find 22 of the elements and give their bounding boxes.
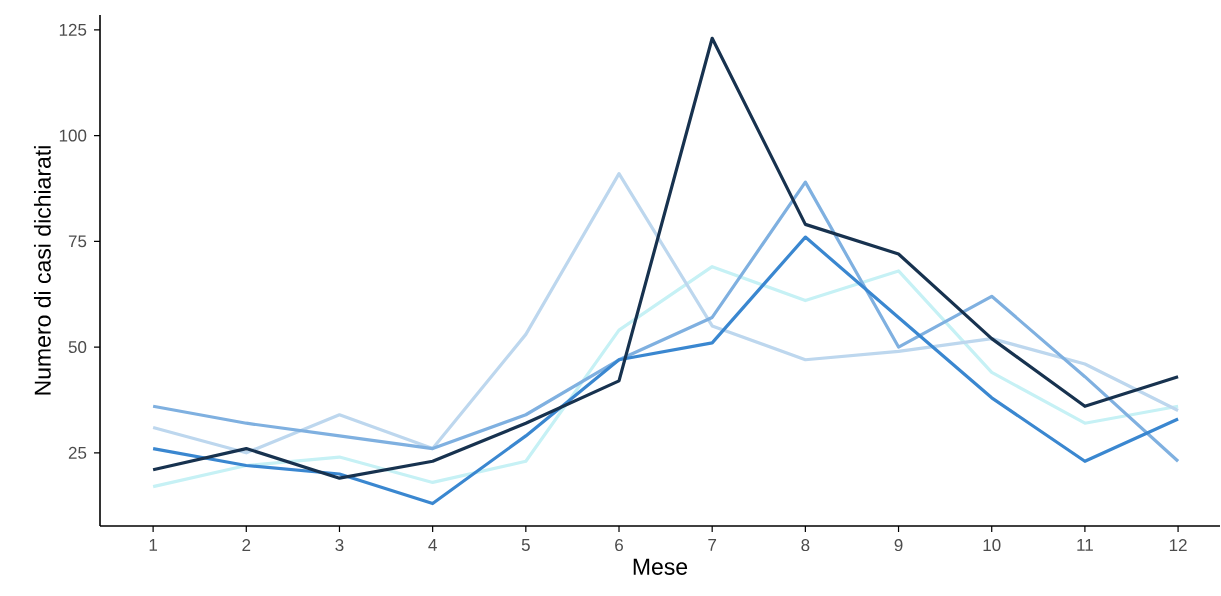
x-tick-label: 10: [983, 539, 1001, 552]
x-tick-label: 2: [242, 539, 251, 551]
line-series: [151, 265, 1180, 489]
x-tick-label: 1: [149, 539, 158, 551]
x-tick-label: 6: [615, 539, 623, 552]
y-tick-label: 50: [68, 341, 87, 354]
y-tick-label: 125: [59, 23, 87, 36]
y-tick-label: 75: [68, 235, 87, 248]
x-tick-label: 4: [428, 539, 437, 551]
x-tick-label: 7: [708, 539, 717, 551]
x-tick-label: 11: [1077, 539, 1093, 551]
x-tick-label: 12: [1169, 539, 1187, 551]
x-tick-label: 5: [521, 539, 530, 551]
line-series: [151, 36, 1180, 480]
y-axis-title: Numero di casi dichiarati: [33, 146, 51, 395]
x-tick-label: 3: [335, 539, 344, 552]
y-tick-label: 25: [68, 446, 87, 459]
y-tick-label: 100: [59, 129, 87, 142]
line-series: [151, 235, 1180, 506]
x-axis-title: Mese: [633, 558, 688, 575]
x-tick-label: 8: [801, 539, 810, 552]
x-tick-label: 9: [894, 539, 903, 552]
